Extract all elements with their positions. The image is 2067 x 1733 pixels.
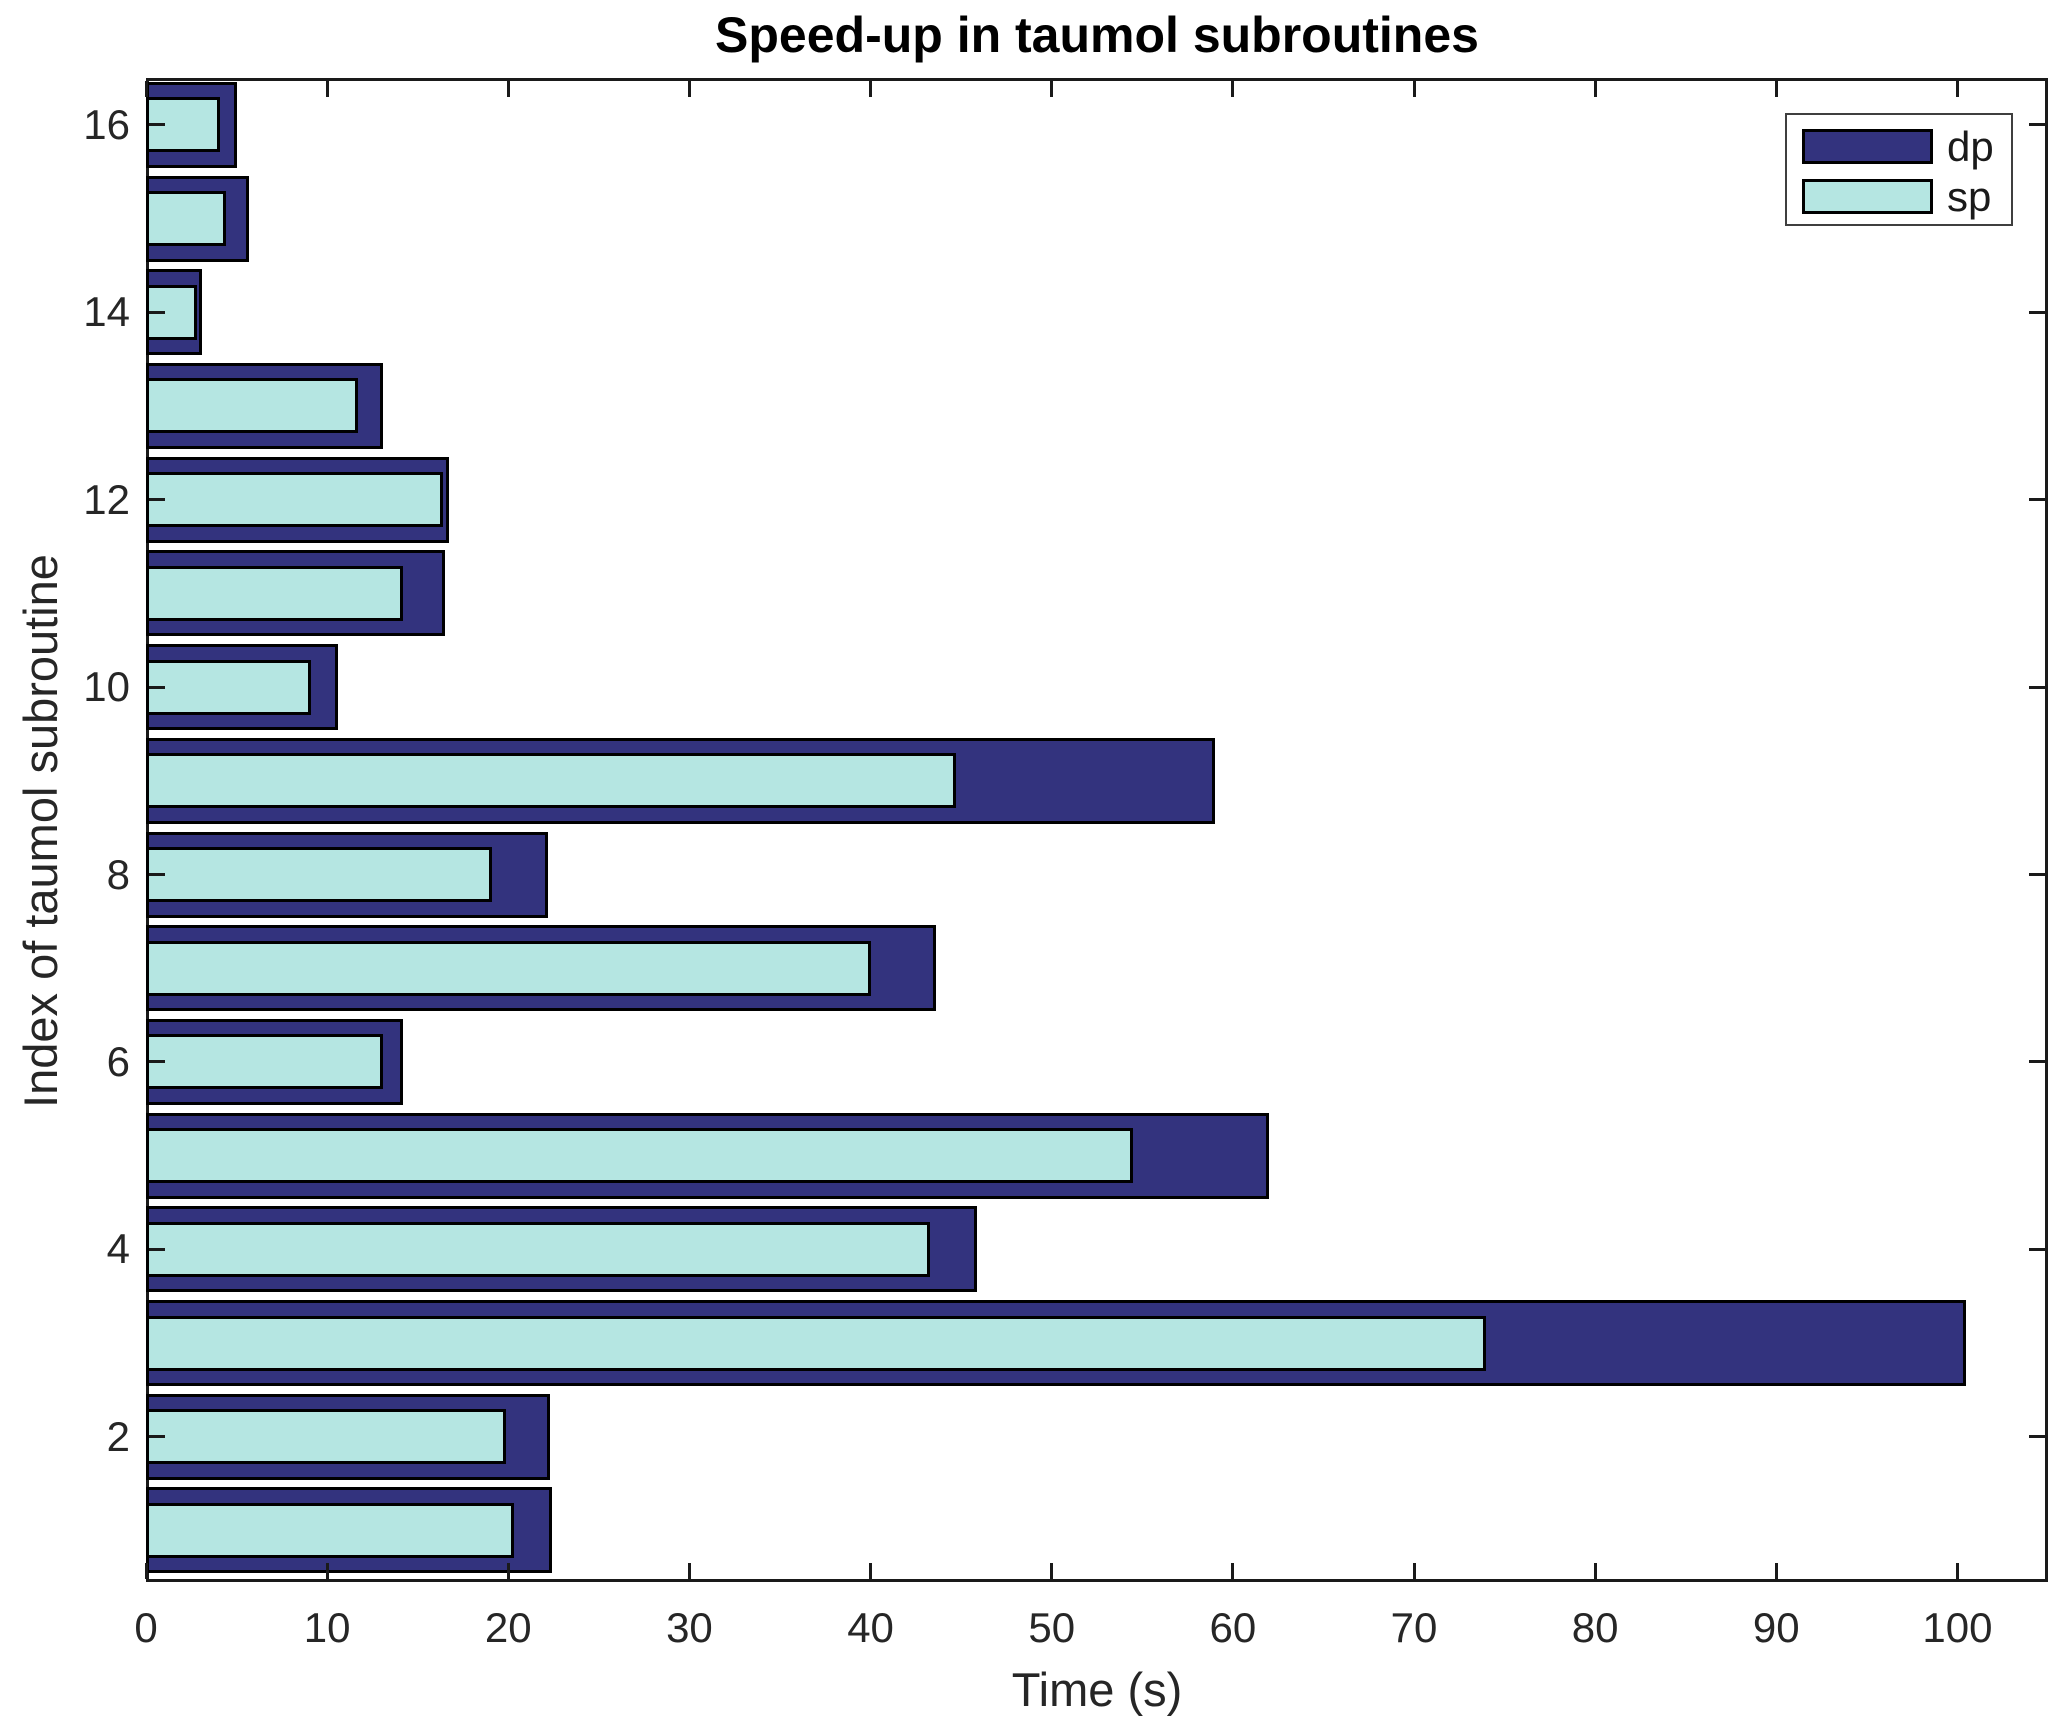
x-tick-top-80 (1593, 81, 1597, 97)
x-tick-bottom-90 (1774, 1563, 1778, 1579)
x-tick-bottom-80 (1593, 1563, 1597, 1579)
x-tick-top-20 (506, 81, 510, 97)
x-tick-bottom-70 (1412, 1563, 1416, 1579)
x-tick-label-60: 60 (1209, 1604, 1257, 1651)
y-tick-right-10 (2029, 685, 2045, 689)
y-tick-left-2 (149, 1435, 165, 1439)
y-tick-left-8 (149, 873, 165, 876)
x-tick-label-40: 40 (847, 1604, 894, 1651)
bar-sp-5 (146, 1128, 1134, 1184)
y-tick-label-10: 10 (83, 663, 130, 711)
y-tick-right-14 (2029, 310, 2045, 314)
chart-title: Speed-up in taumol subroutines (715, 7, 1479, 63)
y-tick-right-16 (2029, 123, 2045, 127)
bar-sp-13 (146, 378, 358, 434)
legend-dp-swatch-icon (1802, 129, 1933, 164)
bar-sp-3 (146, 1315, 1487, 1371)
y-tick-label-2: 2 (106, 1412, 130, 1460)
y-tick-right-8 (2029, 873, 2045, 876)
x-tick-top-100 (1955, 81, 1959, 97)
x-tick-label-10: 10 (303, 1604, 351, 1651)
legend-sp-swatch-icon (1802, 179, 1933, 214)
bar-sp-9 (146, 753, 956, 809)
y-tick-label-6: 6 (106, 1037, 130, 1085)
y-tick-left-6 (149, 1060, 165, 1064)
x-tick-top-10 (325, 81, 329, 97)
y-tick-right-4 (2029, 1247, 2045, 1251)
bar-sp-11 (146, 565, 404, 621)
y-tick-left-10 (149, 685, 165, 689)
bar-dp-15 (146, 175, 250, 262)
x-tick-label-0: 0 (134, 1604, 158, 1651)
bar-sp-2 (146, 1409, 507, 1465)
bar-sp-4 (146, 1221, 931, 1277)
legend: dp sp (1785, 113, 2013, 226)
x-tick-bottom-40 (869, 1563, 873, 1579)
legend-sp-label: sp (1947, 173, 1992, 220)
y-tick-label-16: 16 (83, 100, 130, 148)
x-tick-top-90 (1774, 81, 1778, 97)
y-tick-left-4 (149, 1247, 165, 1251)
x-tick-bottom-10 (325, 1563, 329, 1579)
x-tick-label-50: 50 (1028, 1604, 1076, 1651)
x-tick-top-30 (687, 81, 691, 97)
x-tick-top-50 (1050, 81, 1054, 97)
x-tick-bottom-60 (1231, 1563, 1235, 1579)
bar-sp-1 (146, 1502, 514, 1558)
bar-sp-8 (146, 847, 492, 902)
y-tick-right-12 (2029, 498, 2045, 502)
bar-sp-15 (146, 191, 226, 247)
bar-sp-12 (146, 472, 444, 528)
x-tick-label-80: 80 (1571, 1604, 1619, 1651)
y-tick-label-4: 4 (106, 1225, 130, 1273)
bar-sp-6 (146, 1034, 384, 1090)
legend-dp-label: dp (1947, 123, 1994, 170)
y-tick-label-8: 8 (106, 850, 130, 898)
x-tick-top-70 (1412, 81, 1416, 97)
y-tick-label-14: 14 (83, 288, 130, 336)
x-axis-label: Time (s) (1011, 1663, 1183, 1716)
y-tick-left-12 (149, 498, 165, 502)
x-tick-label-30: 30 (666, 1604, 713, 1651)
bar-sp-10 (146, 659, 311, 715)
x-tick-top-40 (869, 81, 873, 97)
x-tick-label-70: 70 (1390, 1604, 1438, 1651)
x-tick-bottom-20 (506, 1563, 510, 1579)
y-tick-label-12: 12 (83, 475, 130, 523)
y-tick-right-6 (2029, 1060, 2045, 1064)
x-tick-label-20: 20 (484, 1604, 532, 1651)
x-tick-top-0 (144, 81, 148, 97)
bar-sp-14 (146, 284, 197, 340)
bar-sp-7 (146, 940, 871, 996)
y-tick-left-14 (149, 310, 165, 314)
x-tick-bottom-30 (687, 1563, 691, 1579)
x-tick-top-60 (1231, 81, 1235, 97)
x-tick-bottom-100 (1955, 1563, 1959, 1579)
x-tick-label-100: 100 (1922, 1604, 1993, 1651)
x-tick-bottom-50 (1050, 1563, 1054, 1579)
y-tick-left-16 (149, 123, 165, 127)
y-tick-right-2 (2029, 1435, 2045, 1439)
x-tick-label-90: 90 (1752, 1604, 1800, 1651)
y-axis-label: Index of taumol subroutine (14, 554, 67, 1108)
x-tick-bottom-0 (144, 1563, 148, 1579)
